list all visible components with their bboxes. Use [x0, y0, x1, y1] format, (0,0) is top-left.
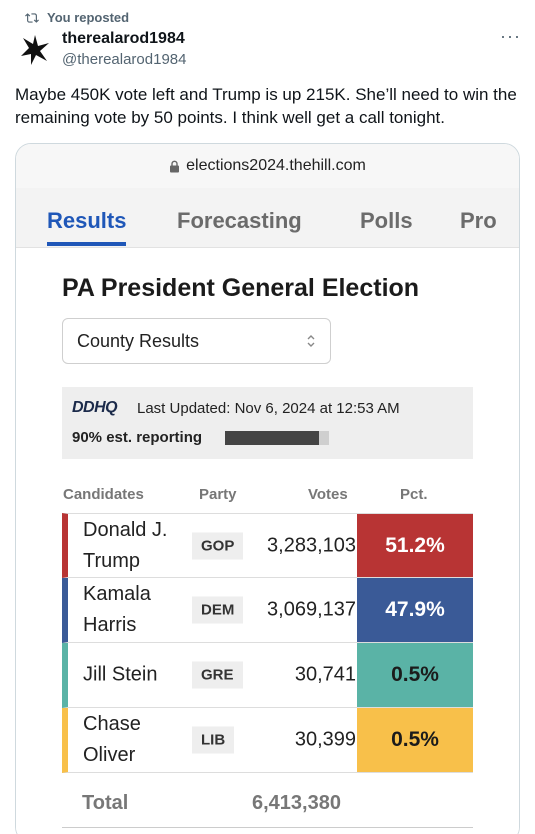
browser-url: elections2024.thehill.com: [186, 157, 366, 174]
avatar[interactable]: [15, 30, 55, 70]
repost-label: You reposted: [47, 10, 130, 25]
vote-count: 30,399: [294, 728, 356, 751]
candidate-name: Donald J. Trump: [83, 518, 168, 572]
vote-percent: 51.2%: [357, 514, 473, 577]
vote-count: 30,741: [294, 663, 356, 686]
results-table: Donald J. Trump GOP 3,283,103 51.2% Kama…: [62, 513, 473, 773]
party-badge: LIB: [192, 726, 235, 754]
repost-indicator: You reposted: [25, 10, 129, 25]
county-results-select: County Results: [62, 318, 331, 364]
header-pct: Pct.: [400, 486, 428, 503]
tweet-media-screenshot[interactable]: elections2024.thehill.com Results Foreca…: [15, 143, 520, 834]
ddhq-logo-text: DDHQ: [72, 399, 118, 416]
total-row: Total 6,413,380: [62, 778, 473, 828]
party-badge: GRE: [192, 661, 243, 689]
tweet-text: Maybe 450K vote left and Trump is up 215…: [15, 85, 517, 127]
star-logo-icon: [21, 35, 49, 65]
candidate-name: Jill Stein: [83, 663, 158, 686]
tab-forecasting: Forecasting: [177, 208, 302, 233]
header-party: Party: [199, 486, 237, 503]
header-votes: Votes: [308, 486, 348, 503]
more-options-icon[interactable]: ···: [500, 26, 521, 46]
reporting-label: 90% est. reporting: [72, 429, 203, 446]
lock-icon: [170, 160, 180, 172]
repost-icon: [25, 12, 39, 23]
select-value: County Results: [77, 330, 200, 351]
table-row: Donald J. Trump GOP 3,283,103 51.2%: [62, 513, 473, 578]
tab-polls: Polls: [360, 208, 413, 233]
candidate-name: Kamala Harris: [83, 583, 151, 636]
vote-percent: 47.9%: [357, 578, 473, 642]
reporting-progress-fill: [225, 431, 319, 445]
vote-percent: 0.5%: [357, 708, 473, 772]
table-row: Kamala Harris DEM 3,069,137 47.9%: [62, 578, 473, 643]
total-label: Total: [82, 792, 129, 814]
site-nav: Results Forecasting Polls Pro: [16, 188, 519, 248]
party-badge: GOP: [192, 532, 244, 559]
table-row: Jill Stein GRE 30,741 0.5%: [62, 643, 473, 708]
browser-url-bar: elections2024.thehill.com: [16, 144, 519, 188]
vote-count: 3,283,103: [267, 534, 356, 556]
tab-pro: Pro: [460, 208, 497, 233]
status-box: DDHQ Last Updated: Nov 6, 2024 at 12:53 …: [62, 387, 473, 459]
author-handle[interactable]: @therealarod1984: [62, 51, 187, 68]
reporting-progress-bar: [225, 431, 329, 445]
header-candidates: Candidates: [63, 486, 144, 503]
vote-count: 3,069,137: [267, 598, 356, 621]
table-row: Chase Oliver LIB 30,399 0.5%: [62, 708, 473, 773]
vote-percent: 0.5%: [357, 643, 473, 707]
author-display-name[interactable]: therealarod1984: [62, 30, 185, 47]
total-votes: 6,413,380: [252, 792, 341, 814]
party-badge: DEM: [192, 596, 244, 624]
last-updated: Last Updated: Nov 6, 2024 at 12:53 AM: [137, 400, 400, 417]
chevron-up-down-icon: [307, 335, 315, 347]
tab-results: Results: [47, 208, 127, 246]
page-title: PA President General Election: [62, 274, 420, 302]
ddhq-logo: DDHQ: [72, 399, 118, 417]
results-page: PA President General Election County Res…: [16, 248, 519, 834]
candidate-name: Chase Oliver: [83, 713, 141, 766]
